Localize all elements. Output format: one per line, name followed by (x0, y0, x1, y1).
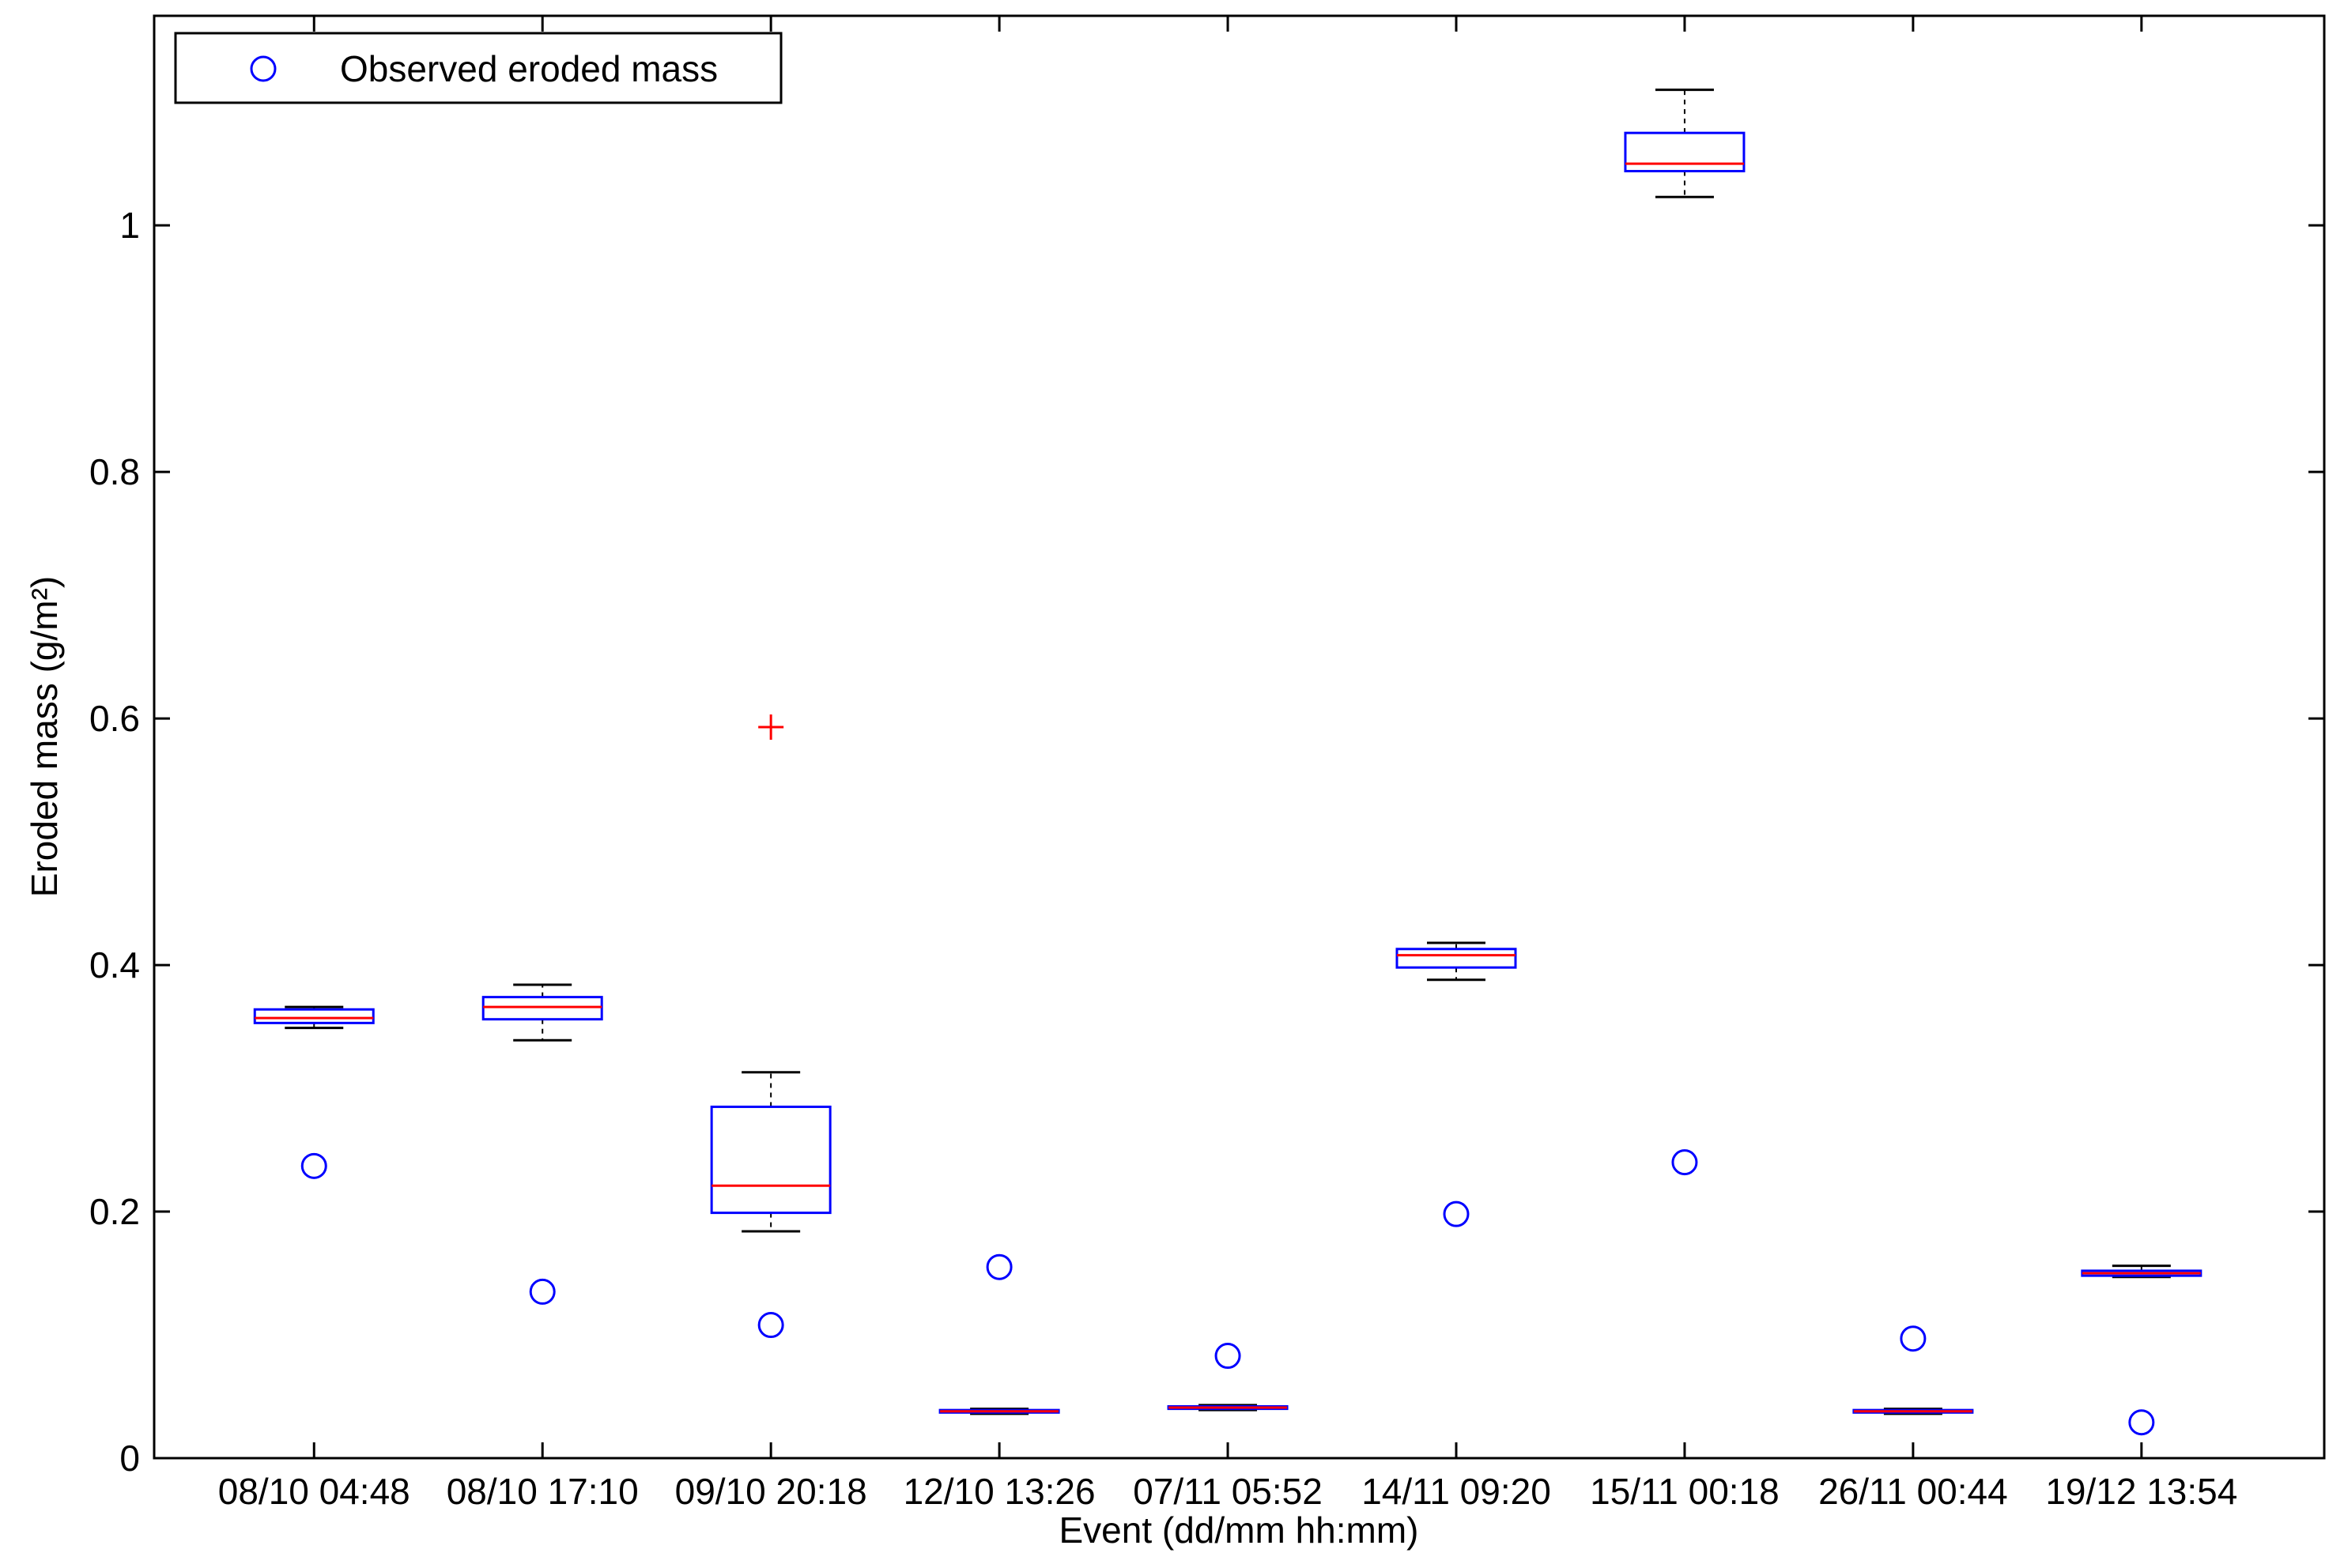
y-axis: 0 0.2 0.4 0.6 0.8 1 (89, 205, 2324, 1479)
box-4 (938, 1408, 1060, 1415)
box-2 (481, 983, 603, 1042)
observed-point (757, 1312, 784, 1339)
y-tick-label: 0.8 (89, 451, 140, 492)
observed-point (986, 1253, 1013, 1280)
box-series (253, 89, 2202, 1415)
y-tick-label: 0.2 (89, 1191, 140, 1232)
x-tick-label: 09/10 20:18 (675, 1471, 867, 1512)
box-iqr (1395, 948, 1517, 969)
box-iqr (1624, 131, 1746, 173)
x-tick-label: 15/11 00:18 (1590, 1471, 1780, 1512)
x-tick-label: 08/10 04:48 (218, 1471, 410, 1512)
box-iqr (253, 1008, 375, 1024)
legend-label-observed: Observed eroded mass (340, 48, 718, 89)
y-tick-label: 0.4 (89, 944, 140, 986)
observed-point (1900, 1325, 1927, 1352)
box-1 (253, 1005, 375, 1030)
x-tick-label: 26/11 00:44 (1818, 1471, 2008, 1512)
x-tick-label: 14/11 09:20 (1361, 1471, 1551, 1512)
observed-point (1214, 1343, 1241, 1370)
x-tick-label: 07/11 05:52 (1133, 1471, 1323, 1512)
box-9 (2081, 1265, 2202, 1279)
y-tick-label: 0.6 (89, 698, 140, 739)
box-7 (1624, 89, 1746, 198)
observed-point (2128, 1409, 2155, 1436)
observed-point (1443, 1200, 1470, 1227)
y-tick-label: 1 (119, 205, 140, 246)
y-axis-title: Eroded mass (g/m²) (24, 576, 65, 897)
observed-point (529, 1278, 556, 1305)
x-tick-label: 12/10 13:26 (904, 1471, 1096, 1512)
legend-marker-observed (250, 55, 277, 82)
x-tick-label: 19/12 13:54 (2045, 1471, 2237, 1512)
box-iqr (710, 1105, 832, 1215)
legend: Observed eroded mass (174, 32, 783, 104)
box-6 (1395, 941, 1517, 982)
x-tick-label: 08/10 17:10 (447, 1471, 639, 1512)
y-tick-label: 0 (119, 1438, 140, 1479)
legend-box (174, 32, 783, 104)
box-3 (710, 714, 832, 1233)
x-axis: 08/10 04:48 08/10 17:10 09/10 20:18 12/10 1… (218, 16, 2237, 1512)
observed-series (300, 1149, 2155, 1436)
box-5 (1167, 1404, 1289, 1412)
x-axis-title: Event (dd/mm hh:mm) (1059, 1510, 1419, 1551)
box-iqr (481, 996, 603, 1021)
observed-point (300, 1152, 327, 1179)
observed-point (1671, 1149, 1698, 1176)
plot-area (153, 14, 2326, 1460)
box-8 (1852, 1408, 1974, 1415)
